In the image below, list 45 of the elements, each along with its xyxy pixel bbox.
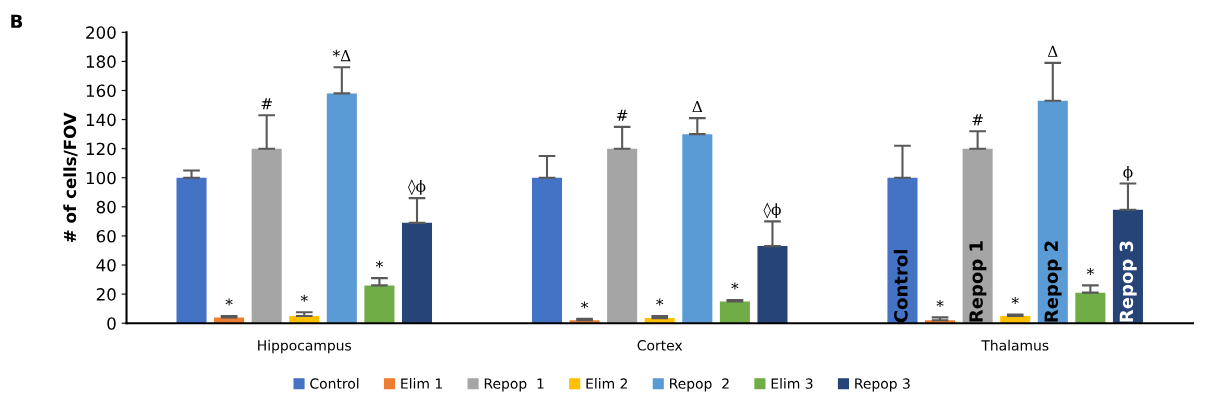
y-tick-label: 140 [86, 113, 116, 127]
data-label: ϕ [1123, 165, 1133, 181]
data-label: * [936, 299, 944, 307]
legend-label: Repop 1 [484, 378, 544, 392]
data-label: ◊ϕ [408, 179, 426, 196]
legend-label: Elim 3 [771, 378, 813, 389]
data-label: * [375, 260, 383, 268]
y-axis-title: # of cells/FOV [63, 112, 78, 243]
x-tick-label: Thalamus [981, 339, 1049, 351]
y-tick-label: 0 [107, 317, 116, 330]
legend-label: Elim 2 [586, 378, 628, 389]
x-tick-label: Cortex [637, 340, 683, 351]
data-label: * [581, 301, 589, 309]
data-label: * [656, 298, 664, 306]
y-tick-label: 180 [86, 55, 116, 68]
annotation: Control [893, 250, 908, 323]
y-tick-label: 120 [86, 142, 116, 156]
legend-label: Repop 3 [855, 378, 910, 392]
text: B [11, 14, 23, 28]
data-label: ◊ϕ [763, 202, 781, 219]
y-tick-label: 40 [96, 258, 116, 272]
legend-label: Elim 1 [401, 378, 442, 389]
legend-label: Repop 2 [670, 378, 729, 392]
annotation: Repop 2 [1044, 241, 1062, 322]
x-tick-label: Hippocampus [258, 339, 352, 354]
y-tick-label: 80 [96, 200, 116, 214]
annotation: Repop 3 [1119, 241, 1137, 322]
y-tick-label: 100 [86, 171, 116, 185]
data-label: # [261, 98, 272, 110]
data-label: * [225, 298, 233, 306]
data-label: * [731, 282, 739, 290]
y-tick-label: 200 [86, 26, 116, 39]
data-label: * [1011, 297, 1019, 304]
data-label: # [616, 109, 628, 121]
data-label: # [972, 114, 983, 126]
data-label: * [1086, 267, 1094, 275]
y-tick-label: 60 [96, 229, 116, 243]
data-label: * [300, 294, 308, 302]
y-tick-label: 20 [96, 288, 116, 301]
annotation: Repop 1 [969, 241, 987, 322]
y-tick-label: 160 [86, 84, 116, 98]
data-label: Δ [692, 100, 703, 113]
data-label: Δ [1047, 45, 1058, 57]
data-label: *Δ [332, 49, 351, 62]
legend-label: Control [310, 378, 359, 389]
